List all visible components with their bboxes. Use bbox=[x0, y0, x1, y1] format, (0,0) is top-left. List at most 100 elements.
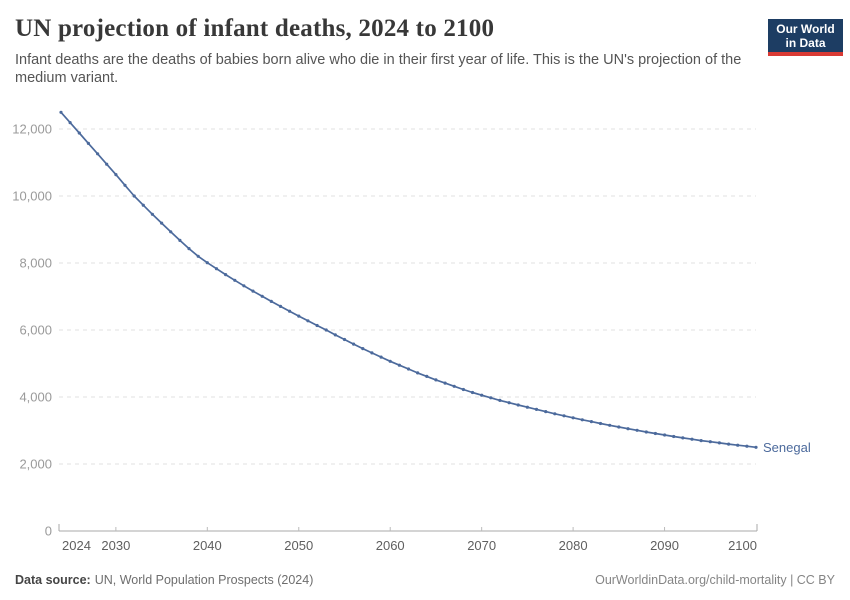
data-point bbox=[288, 309, 292, 313]
data-point bbox=[598, 421, 603, 426]
data-point bbox=[77, 131, 81, 135]
data-point bbox=[672, 434, 676, 439]
data-point bbox=[379, 355, 383, 359]
data-point bbox=[361, 347, 365, 351]
series-label-senegal: Senegal bbox=[763, 440, 811, 455]
data-point bbox=[580, 418, 584, 422]
data-source: Data source: UN, World Population Prospec… bbox=[15, 573, 313, 587]
data-point bbox=[205, 261, 209, 265]
data-source-value: UN, World Population Prospects (2024) bbox=[94, 573, 314, 587]
data-point bbox=[544, 410, 548, 414]
data-point bbox=[699, 439, 703, 443]
x-tick-label: 2100 bbox=[728, 538, 757, 553]
data-point bbox=[653, 431, 658, 436]
data-point bbox=[260, 294, 264, 298]
owid-logo-line1: Our World bbox=[776, 22, 835, 36]
chart-footer: Data source: UN, World Population Prospec… bbox=[15, 573, 835, 587]
data-point bbox=[370, 351, 374, 355]
data-point bbox=[461, 387, 465, 392]
data-point bbox=[397, 363, 401, 367]
data-point bbox=[406, 367, 411, 371]
data-point bbox=[516, 403, 520, 407]
y-tick-label: 6,000 bbox=[19, 323, 52, 338]
data-point bbox=[352, 342, 356, 346]
data-point bbox=[324, 328, 328, 332]
data-point bbox=[214, 267, 219, 271]
data-point bbox=[681, 436, 685, 440]
data-point bbox=[114, 173, 118, 177]
y-tick-label: 4,000 bbox=[19, 390, 52, 405]
y-tick-label: 12,000 bbox=[12, 122, 52, 137]
data-point bbox=[169, 230, 173, 234]
x-tick-label: 2030 bbox=[101, 538, 130, 553]
data-point bbox=[425, 374, 429, 378]
data-point bbox=[342, 337, 347, 342]
x-tick-label: 2040 bbox=[193, 538, 222, 553]
data-point bbox=[297, 314, 301, 318]
data-point bbox=[717, 441, 722, 445]
x-tick-label: 2080 bbox=[559, 538, 588, 553]
data-point bbox=[571, 416, 575, 420]
data-point bbox=[754, 445, 758, 449]
data-point bbox=[86, 141, 90, 145]
data-point bbox=[59, 110, 63, 114]
data-point bbox=[727, 442, 731, 446]
x-tick-label: 2024 bbox=[62, 538, 91, 553]
infant-deaths-line-chart: 0 2,000 4,000 6,000 8,000 10,000 12,000 2024 203… bbox=[12, 110, 811, 553]
x-tick-label: 2090 bbox=[650, 538, 679, 553]
data-point bbox=[708, 440, 712, 444]
x-tick-label: 2060 bbox=[376, 538, 405, 553]
y-tick-label: 8,000 bbox=[19, 256, 52, 271]
data-point bbox=[178, 238, 182, 242]
data-source-label: Data source: bbox=[15, 573, 91, 587]
data-point bbox=[306, 319, 310, 323]
data-point bbox=[626, 427, 630, 431]
data-point bbox=[388, 359, 392, 363]
data-point bbox=[269, 299, 273, 303]
data-point bbox=[525, 405, 530, 409]
data-point bbox=[498, 398, 502, 402]
data-point bbox=[534, 407, 539, 411]
data-point bbox=[443, 381, 447, 385]
chart-subtitle: Infant deaths are the deaths of babies b… bbox=[15, 52, 742, 86]
data-point bbox=[589, 420, 594, 424]
data-point bbox=[315, 323, 319, 328]
data-point bbox=[452, 384, 456, 388]
data-point bbox=[196, 254, 200, 258]
credit-line: OurWorldinData.org/child-mortality | CC … bbox=[595, 573, 835, 587]
data-point bbox=[150, 212, 154, 216]
data-point bbox=[635, 428, 639, 432]
y-tick-label: 0 bbox=[45, 524, 52, 539]
data-point bbox=[434, 378, 438, 382]
data-point bbox=[233, 278, 237, 282]
data-point bbox=[333, 333, 337, 337]
data-point bbox=[745, 444, 749, 448]
data-point bbox=[663, 433, 667, 437]
data-point bbox=[644, 430, 648, 434]
data-point bbox=[553, 412, 557, 416]
data-point bbox=[224, 273, 228, 277]
data-point bbox=[690, 437, 694, 441]
data-point bbox=[416, 371, 420, 375]
data-point bbox=[489, 396, 493, 400]
data-point bbox=[132, 194, 136, 198]
data-point bbox=[96, 152, 100, 156]
owid-logo-line2: in Data bbox=[785, 36, 826, 50]
data-point bbox=[480, 393, 484, 397]
y-tick-label: 10,000 bbox=[12, 189, 52, 204]
page-title: UN projection of infant deaths, 2024 to … bbox=[15, 15, 495, 42]
data-point bbox=[123, 183, 127, 187]
data-point bbox=[105, 162, 109, 166]
y-tick-label: 2,000 bbox=[19, 457, 52, 472]
x-tick-label: 2070 bbox=[467, 538, 496, 553]
data-point bbox=[278, 304, 283, 308]
data-point bbox=[617, 425, 621, 429]
data-point bbox=[68, 121, 72, 125]
data-point bbox=[141, 203, 145, 207]
data-point bbox=[187, 247, 191, 251]
owid-logo: Our World in Data bbox=[768, 19, 843, 56]
data-point bbox=[507, 401, 511, 405]
x-tick-label: 2050 bbox=[284, 538, 313, 553]
data-point bbox=[562, 414, 566, 418]
